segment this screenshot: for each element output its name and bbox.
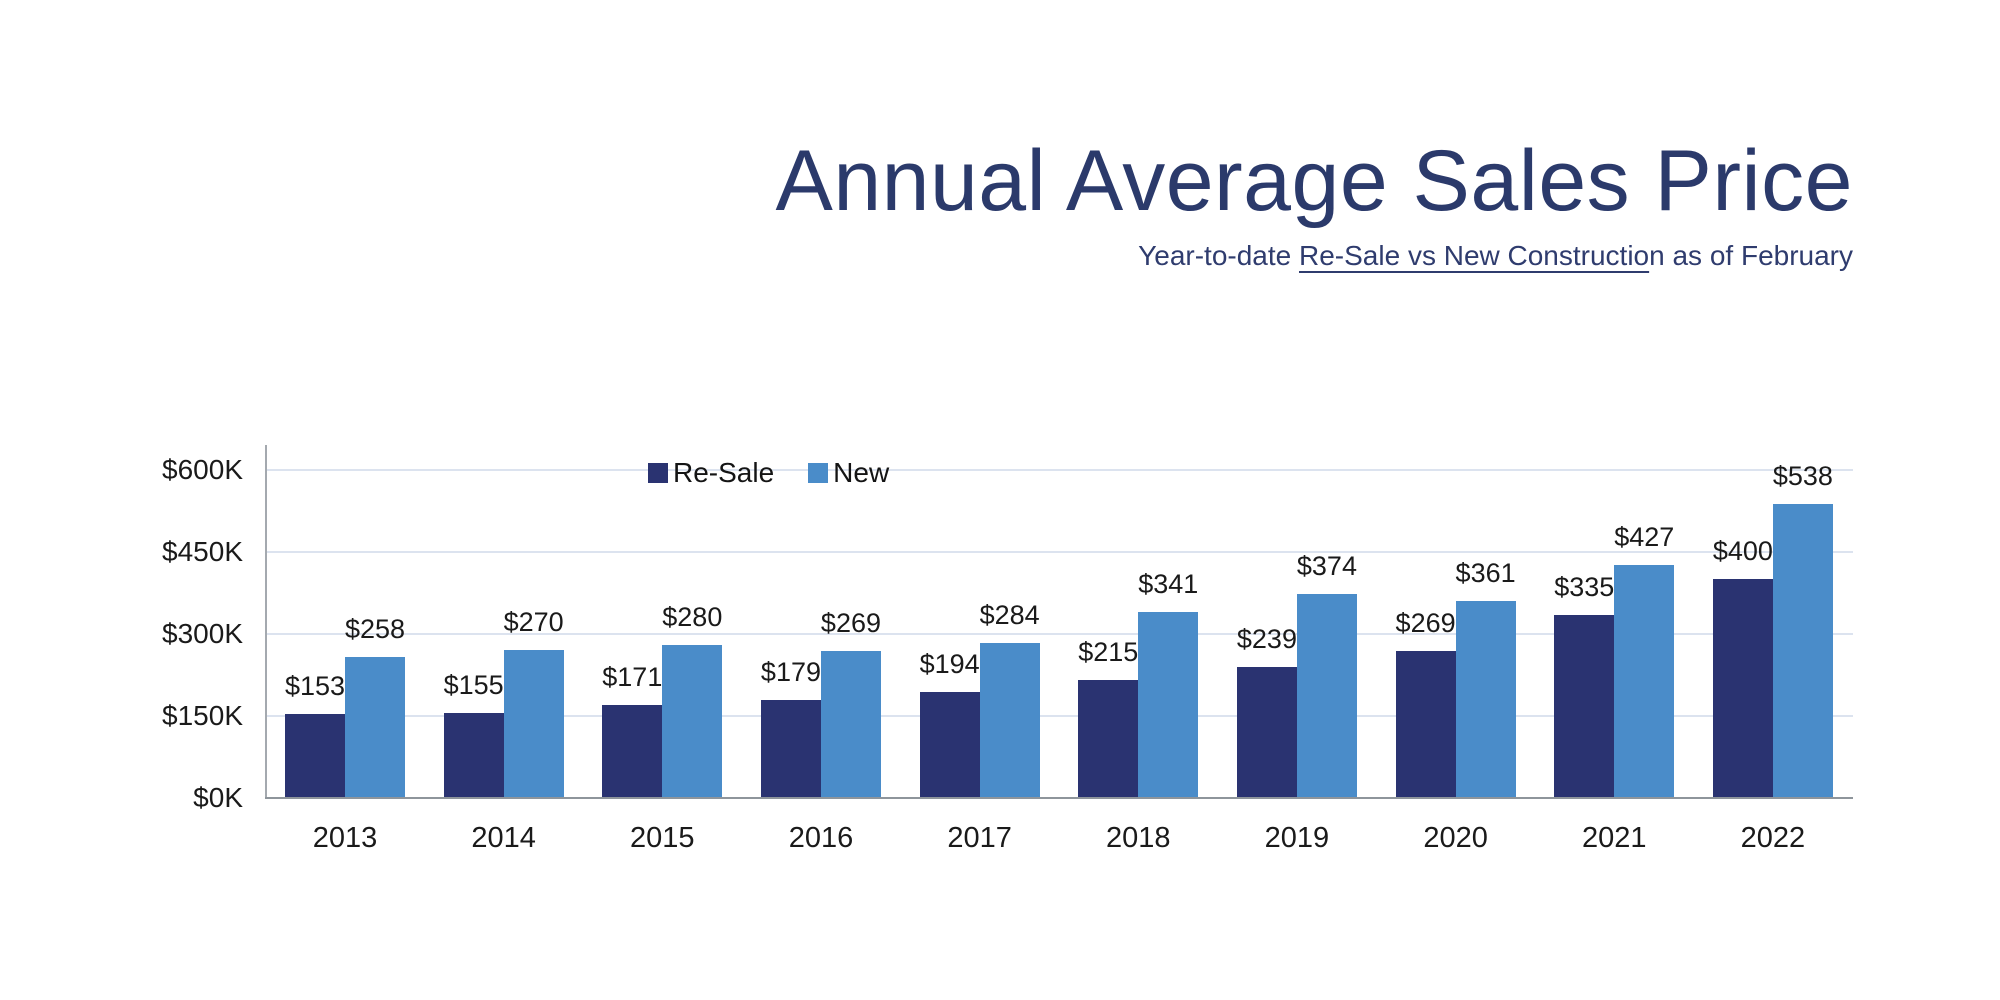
new-legend-swatch (808, 463, 829, 483)
y-tick-label: $600K (162, 454, 243, 485)
bar-group-2018: $215 $341 2018 (1078, 470, 1199, 854)
x-tick-label-2017: 2017 (947, 822, 1012, 854)
x-tick-label-2021: 2021 (1581, 822, 1647, 854)
new-bar-2022 (1772, 504, 1833, 798)
bar-group-2014: $155 $270 2014 (443, 470, 564, 854)
resale-value-label-2021: $335 (1554, 572, 1615, 602)
new-bar-2020 (1455, 601, 1516, 798)
plot-gridlines (265, 469, 1853, 798)
new-value-label-2022: $538 (1772, 461, 1833, 491)
bar-group-2021: $335 $427 2021 (1554, 470, 1675, 854)
bar-group-2019: $239 $374 2019 (1236, 470, 1357, 854)
gridline-150k (265, 715, 1853, 717)
x-tick-label-2020: 2020 (1423, 822, 1488, 854)
gridline-600k (265, 469, 1853, 471)
y-tick-label: $300K (162, 618, 243, 649)
x-tick-label-2019: 2019 (1264, 822, 1330, 854)
resale-bar-2020 (1395, 651, 1456, 798)
resale-bar-2022 (1712, 579, 1773, 798)
new-value-label-2021: $427 (1614, 522, 1675, 552)
new-value-label-2017: $284 (979, 600, 1040, 630)
resale-bar-2014 (443, 713, 504, 798)
new-value-label-2015: $280 (662, 602, 723, 632)
new-value-label-2013: $258 (344, 614, 406, 644)
resale-value-label-2018: $215 (1078, 637, 1139, 667)
y-tick-label: $150K (162, 700, 243, 731)
resale-value-label-2020: $269 (1395, 608, 1456, 638)
bar-group-2017: $194 $284 2017 (919, 470, 1040, 854)
resale-value-label-2017: $194 (919, 649, 980, 679)
new-legend-label: New (833, 457, 890, 488)
bar-group-2020: $269 $361 2020 (1395, 470, 1516, 854)
chart-subtitle: Year-to-date Re-Sale vs New Construction… (775, 240, 1853, 272)
new-value-label-2020: $361 (1455, 558, 1516, 588)
new-bar-2013 (345, 657, 405, 798)
new-value-label-2014: $270 (503, 607, 564, 637)
new-bar-2021 (1614, 565, 1675, 798)
resale-legend-label: Re-Sale (673, 457, 775, 488)
x-tick-label-2014: 2014 (471, 822, 536, 854)
subtitle-suffix: n as of February (1649, 240, 1853, 271)
legend-item-new: New (808, 457, 889, 489)
x-axis-line (265, 797, 1853, 799)
new-bar-2014 (503, 650, 564, 798)
new-bar-2019 (1296, 594, 1357, 798)
resale-value-label-2016: $179 (760, 657, 821, 687)
new-value-label-2018: $341 (1138, 569, 1199, 599)
new-bar-2016 (820, 651, 881, 798)
y-tick-label: $450K (162, 536, 243, 567)
subtitle-underlined-text: Re-Sale vs New Constructio (1299, 240, 1650, 271)
resale-legend-swatch (648, 463, 668, 483)
chart-title: Annual Average Sales Price (775, 133, 1853, 229)
gridline-300k (265, 633, 1853, 635)
y-tick-label: $0K (193, 782, 243, 813)
resale-bar-2018 (1078, 680, 1139, 798)
x-tick-label-2018: 2018 (1106, 822, 1171, 854)
resale-value-label-2022: $400 (1712, 536, 1773, 566)
new-value-label-2019: $374 (1296, 551, 1357, 581)
resale-bar-2015 (602, 705, 663, 798)
x-tick-label-2015: 2015 (630, 822, 695, 854)
new-bar-2017 (979, 643, 1040, 798)
resale-bar-2021 (1554, 615, 1615, 798)
new-bar-2015 (662, 645, 723, 798)
legend-item-resale: Re-Sale (648, 457, 774, 489)
subtitle-prefix: Year-to-date (1138, 240, 1299, 271)
bar-groups: $153 $258 2013 $155 $270 2014 $171 $280 2015 $179… (285, 461, 1833, 854)
bar-group-2016: $179 $269 2016 (760, 470, 881, 854)
resale-bar-2019 (1236, 667, 1297, 798)
chart-header: Annual Average Sales Price Year-to-date … (775, 0, 1853, 272)
gridline-450k (265, 551, 1853, 553)
bar-group-2022: $400 $538 2022 (1712, 461, 1833, 854)
resale-value-label-2013: $153 (284, 671, 346, 701)
bar-group-2013: $153 $258 2013 (285, 470, 405, 854)
new-value-label-2016: $269 (820, 608, 881, 638)
resale-bar-2013 (285, 714, 345, 798)
y-axis-line (265, 445, 267, 798)
bar-group-2015: $171 $280 2015 (602, 470, 723, 854)
x-tick-label-2016: 2016 (788, 822, 854, 854)
new-bar-2018 (1138, 612, 1199, 798)
legend: Re-Sale New (648, 457, 889, 489)
x-tick-label-2013: 2013 (312, 822, 378, 854)
resale-value-label-2014: $155 (443, 670, 504, 700)
resale-value-label-2019: $239 (1236, 624, 1297, 654)
resale-value-label-2015: $171 (602, 662, 663, 692)
x-tick-label-2022: 2022 (1740, 822, 1806, 854)
resale-bar-2017 (919, 692, 980, 798)
resale-bar-2016 (760, 700, 821, 798)
